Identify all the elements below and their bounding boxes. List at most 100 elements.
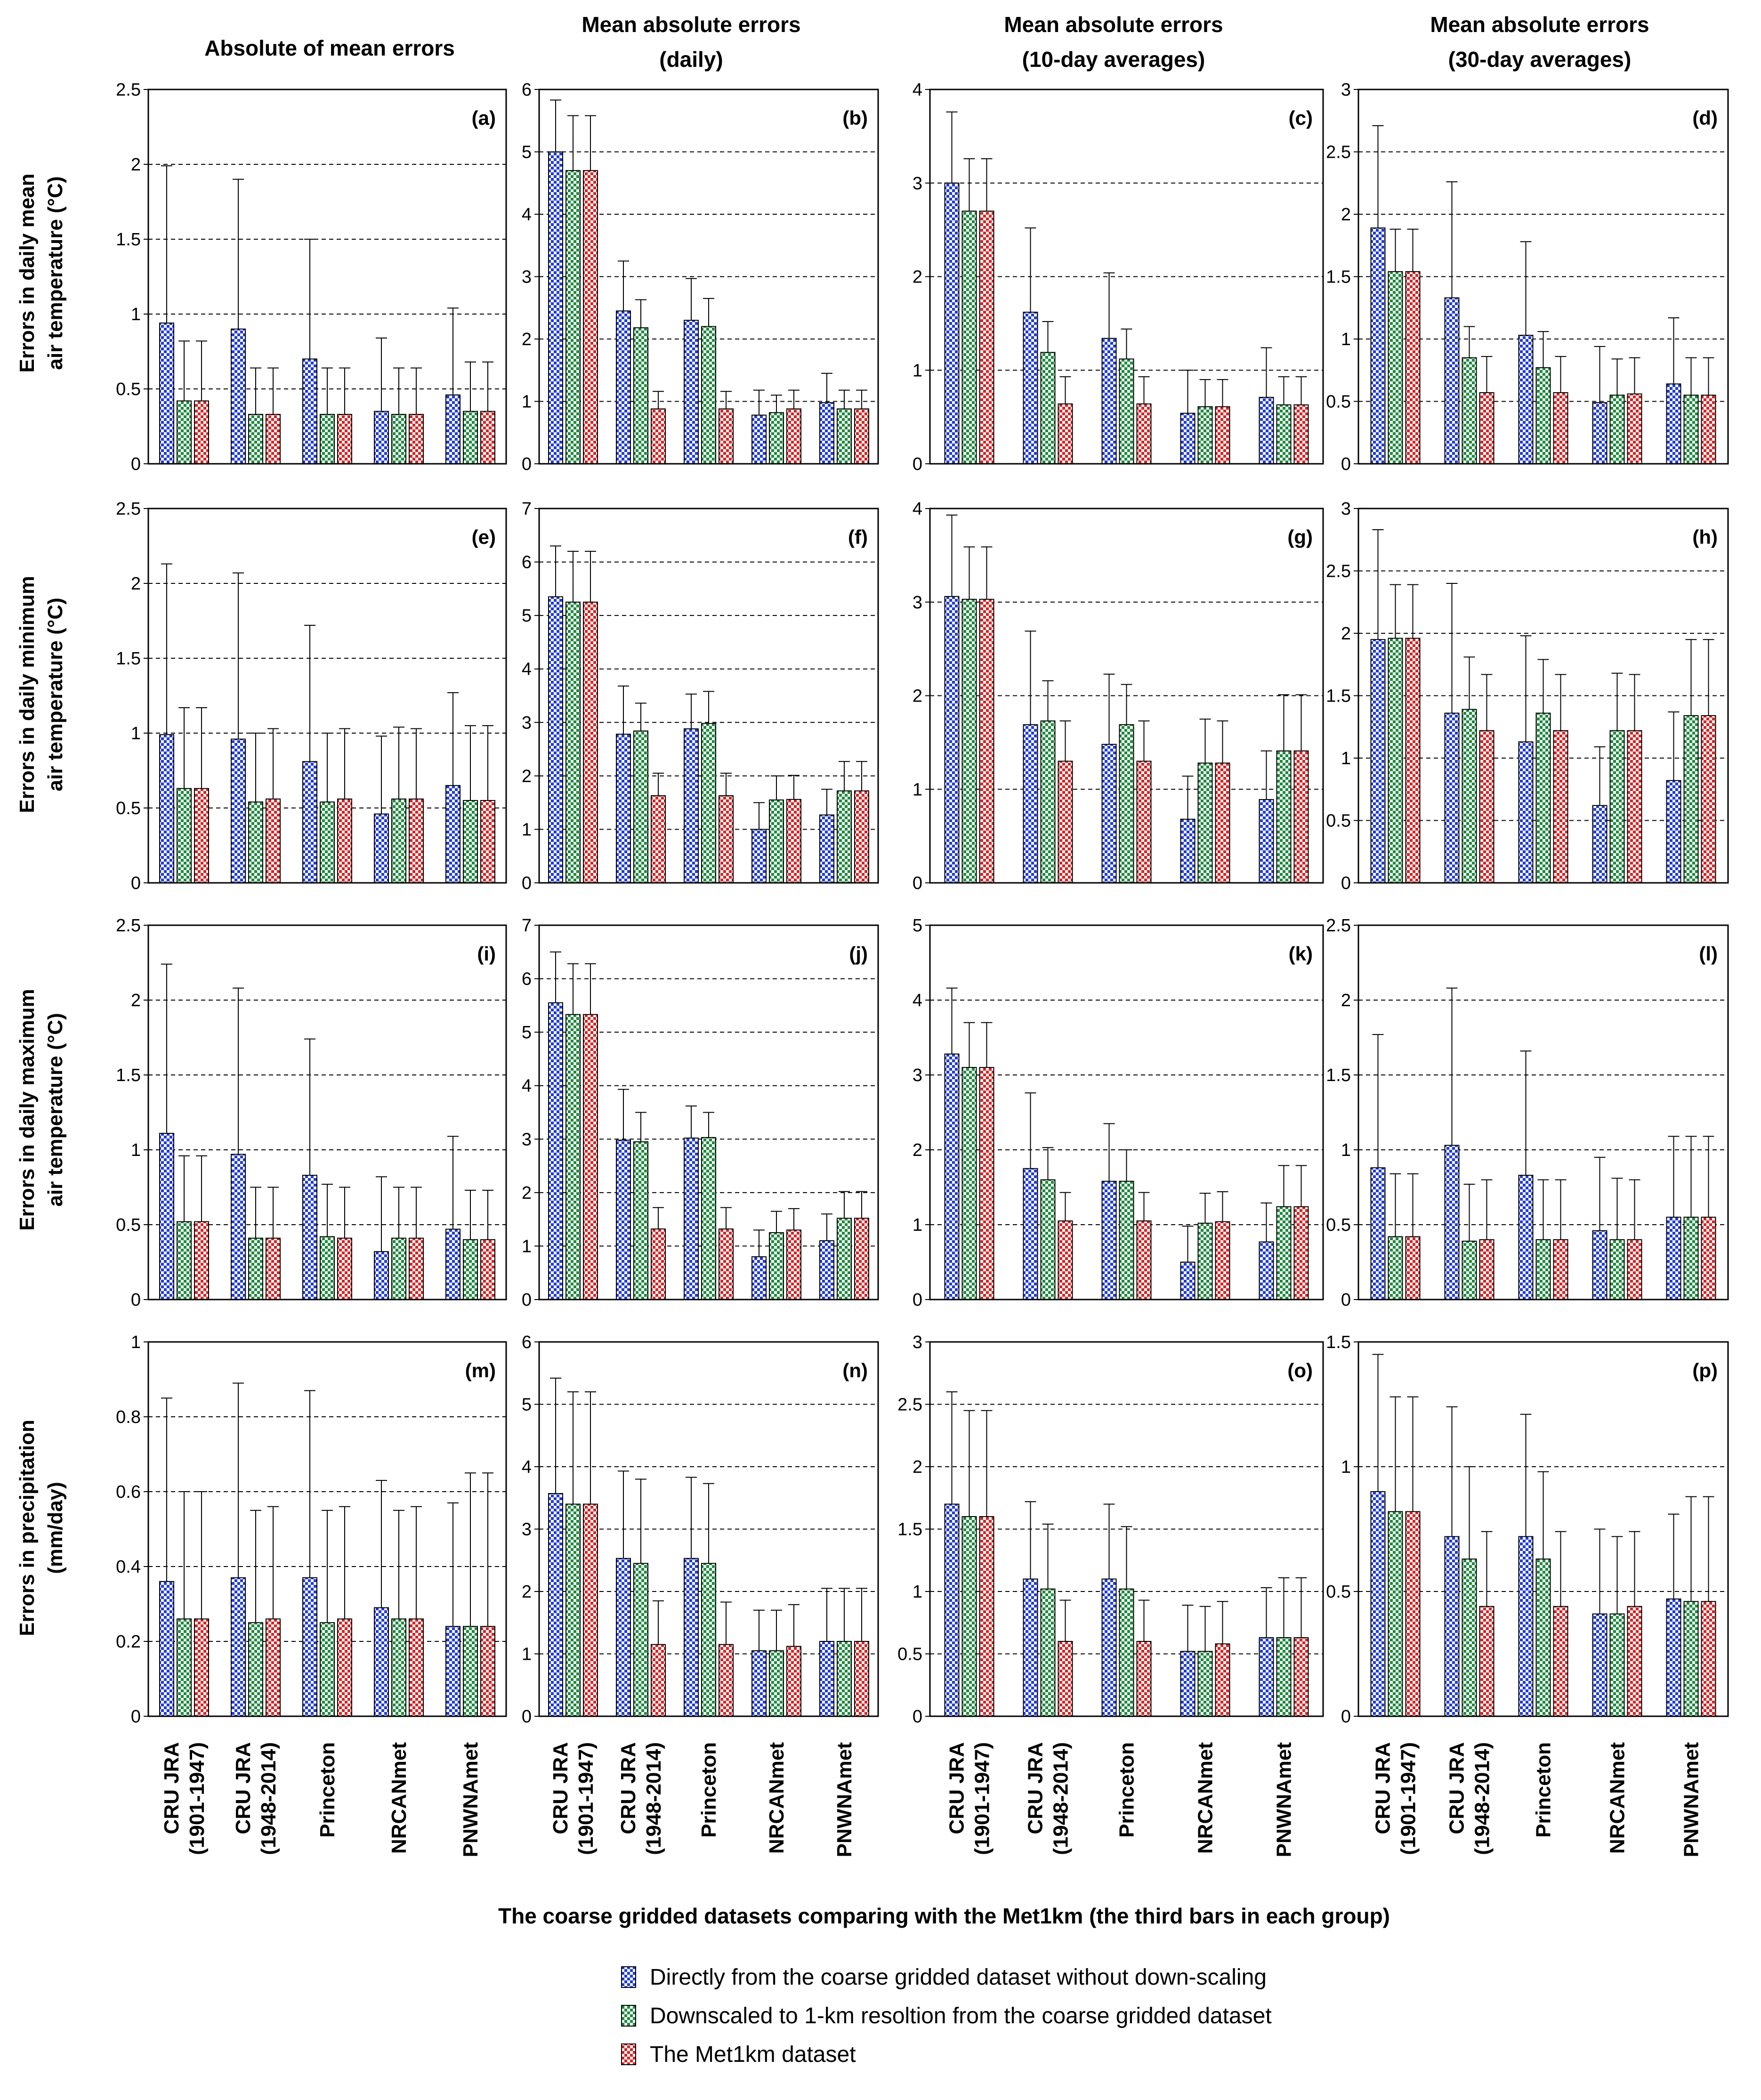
y-tick-label: 1 — [913, 361, 922, 380]
panel-label: (b) — [842, 107, 868, 129]
column-title-4-line1: Mean absolute errors — [1430, 12, 1649, 37]
row-title-1-line1: Errors in daily mean — [16, 173, 39, 372]
y-tick-label: 2 — [1341, 624, 1351, 644]
bar-series3 — [480, 411, 495, 465]
bar-series2 — [1388, 271, 1403, 465]
bar-series2 — [1276, 404, 1292, 464]
panel-label: (n) — [842, 1359, 868, 1381]
bar-series3 — [1405, 1236, 1421, 1300]
y-tick-label: 0 — [522, 454, 532, 474]
row-title-1-line2: air temperature (°C) — [44, 176, 67, 370]
y-tick-label: 2.5 — [1326, 562, 1351, 582]
bar-series2 — [701, 1563, 716, 1717]
bar-series3 — [1058, 760, 1073, 883]
bar-series2 — [769, 799, 784, 883]
panels: 0 0.5 1 1.5 2 2.5 (a) 0 1 2 3 4 5 6 (b) 0 1 2 3 4 (c) 0 0.5 1 1.… — [116, 80, 1729, 1727]
bar-series2 — [248, 1237, 263, 1300]
panel-label: (m) — [465, 1359, 496, 1381]
y-tick-label: 0.2 — [116, 1632, 141, 1652]
y-tick-label: 6 — [522, 80, 532, 100]
bar-series2 — [248, 801, 263, 884]
panel-label: (l) — [1699, 943, 1718, 965]
bar-series2 — [463, 411, 478, 465]
plot-frame — [1357, 924, 1729, 1300]
panel-label: (i) — [477, 943, 496, 965]
bar-series1 — [374, 813, 389, 883]
bar-series3 — [266, 798, 281, 884]
y-tick-label: 0 — [913, 454, 922, 474]
bar-series3 — [409, 1237, 424, 1300]
y-tick-label: 1.5 — [1326, 1066, 1351, 1085]
bar-series2 — [1683, 715, 1699, 884]
legend-label-series1: Directly from the coarse gridded dataset… — [650, 1965, 1267, 1990]
bar-series2 — [1535, 1559, 1551, 1717]
bar-series1 — [751, 414, 767, 465]
bar-series2 — [1535, 712, 1551, 883]
bar-series1 — [819, 1240, 834, 1300]
bar-series3 — [266, 1618, 281, 1717]
y-tick-label: 0 — [131, 873, 141, 893]
bar-series1 — [1444, 297, 1460, 464]
category-label: (1948-2014) — [642, 1742, 665, 1855]
y-tick-label: 2.5 — [1326, 916, 1351, 936]
bar-series2 — [1119, 358, 1134, 465]
bar-series3 — [1627, 1606, 1642, 1717]
bar-series3 — [1058, 1220, 1073, 1300]
bar-series2 — [1276, 750, 1292, 883]
bar-series2 — [177, 400, 192, 464]
bar-series1 — [231, 738, 246, 883]
y-tick-label: 7 — [522, 916, 532, 936]
bar-series3 — [266, 414, 281, 464]
y-tick-label: 7 — [522, 499, 532, 519]
bar-series2 — [1197, 1222, 1213, 1300]
bar-series1 — [445, 1228, 460, 1300]
bar-series2 — [1609, 730, 1625, 883]
bar-series1 — [1101, 338, 1117, 464]
bar-series3 — [480, 800, 495, 883]
y-tick-label: 2 — [522, 1183, 532, 1203]
y-tick-label: 1.5 — [1326, 267, 1351, 287]
column-title-2-line1: Mean absolute errors — [582, 12, 800, 37]
bar-series1 — [944, 182, 960, 464]
bar-series3 — [854, 1641, 869, 1717]
y-tick-label: 1 — [1341, 749, 1351, 768]
bar-series1 — [445, 394, 460, 464]
bar-series1 — [159, 323, 174, 465]
bar-series2 — [177, 1221, 192, 1300]
panel-n: 0 1 2 3 4 5 6 (n) — [522, 1333, 879, 1727]
bar-series1 — [1518, 1536, 1534, 1717]
y-tick-label: 0.5 — [1326, 1582, 1351, 1602]
bar-series1 — [616, 734, 631, 884]
y-tick-label: 6 — [522, 969, 532, 989]
y-tick-label: 3 — [913, 1066, 922, 1085]
panel-label: (e) — [472, 526, 496, 548]
panel-k: 0 1 2 3 4 5 (k) — [913, 916, 1324, 1310]
bar-series3 — [651, 795, 666, 883]
y-tick-label: 3 — [913, 593, 922, 613]
y-tick-label: 2.5 — [116, 916, 141, 936]
y-tick-label: 0 — [913, 1707, 922, 1727]
bar-series2 — [248, 1622, 263, 1717]
bar-series2 — [1535, 367, 1551, 465]
bar-series2 — [1462, 1240, 1477, 1300]
plot-frame — [929, 1341, 1324, 1717]
bar-series1 — [1180, 412, 1196, 464]
bar-series2 — [633, 730, 648, 883]
bar-series2 — [837, 790, 852, 883]
bar-series2 — [177, 1618, 192, 1717]
column-titles: Absolute of mean errors Mean absolute er… — [204, 12, 1649, 72]
bar-series1 — [374, 1251, 389, 1300]
bar-series1 — [302, 761, 317, 884]
y-tick-label: 3 — [522, 267, 532, 287]
category-label: PNWNAmet — [459, 1742, 482, 1858]
y-tick-label: 4 — [913, 991, 922, 1010]
panel-label: (c) — [1289, 107, 1313, 129]
bar-series2 — [769, 1650, 784, 1717]
bar-series1 — [751, 829, 767, 884]
bar-series2 — [1040, 1179, 1056, 1300]
category-label: (1901-1947) — [186, 1742, 209, 1855]
bar-series3 — [1701, 715, 1716, 884]
plot-frame — [929, 508, 1324, 884]
panel-label: (f) — [848, 526, 868, 548]
y-tick-label: 6 — [522, 1333, 532, 1352]
